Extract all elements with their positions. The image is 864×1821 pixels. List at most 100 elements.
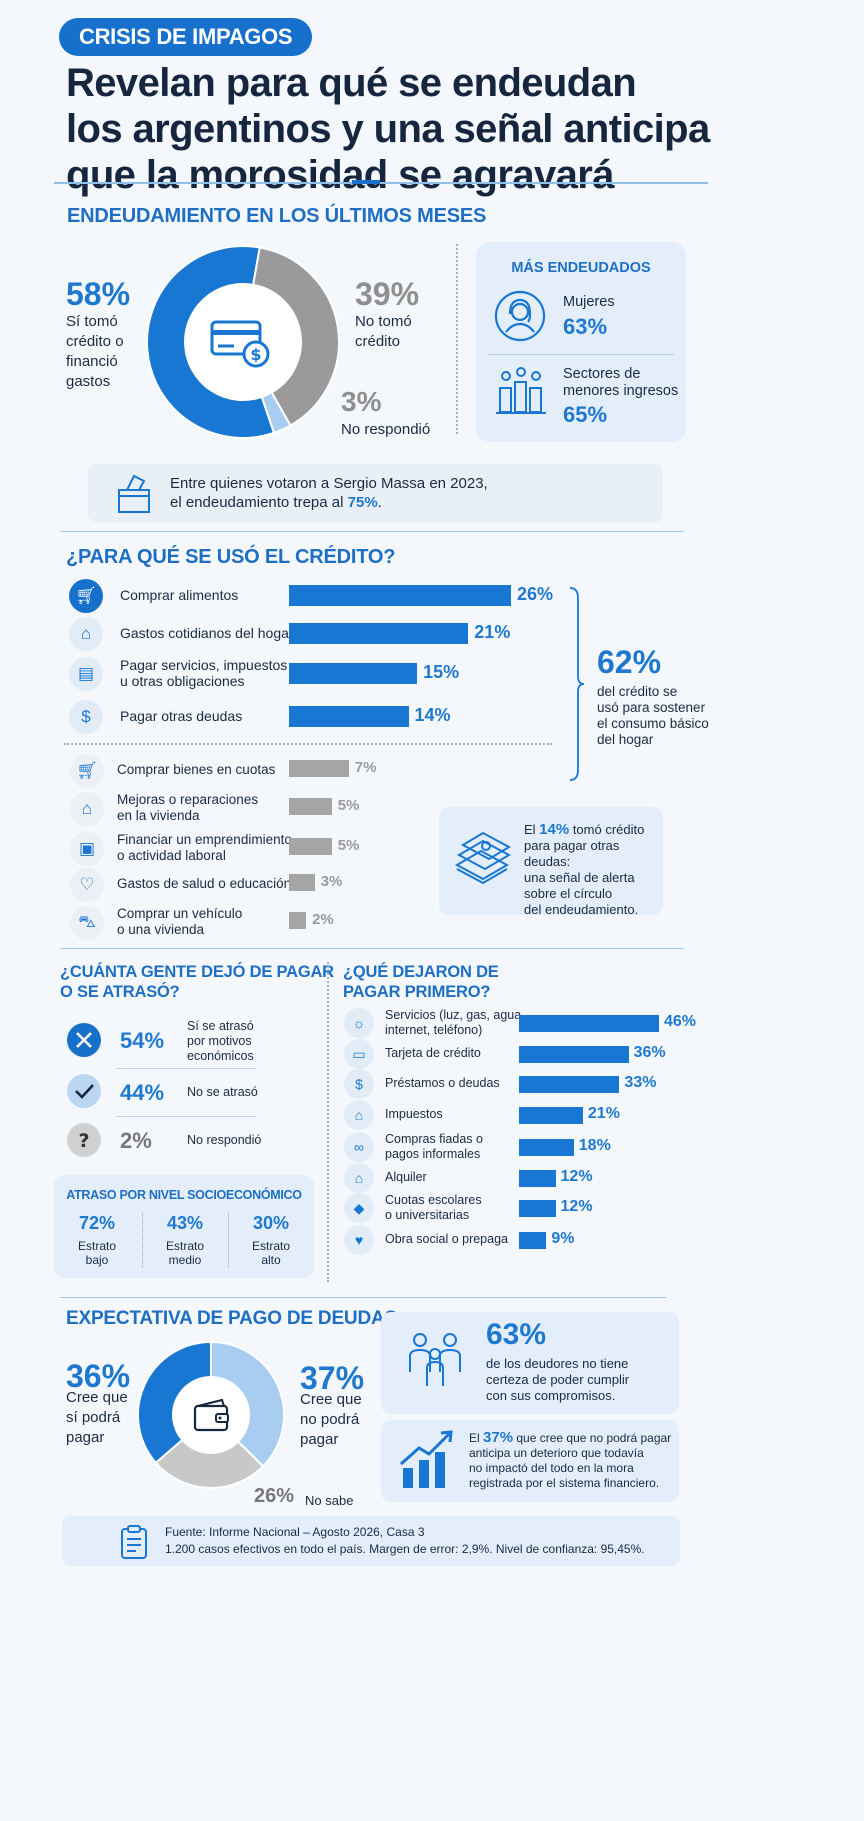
footer-source: Fuente: Informe Nacional – Agosto 2026, … [165,1525,425,1539]
nivel-alto-label: Estrato alto [251,1239,290,1267]
uso-credito-separator [64,743,552,745]
nivel-bajo-pct: 72% [78,1213,116,1233]
heart-hand-icon: ♡ [70,868,104,902]
bar [289,623,469,644]
endeudamiento-nr-label: No respondió [341,421,431,438]
alert-card: El 14% tomó crédito para pagar otras deu… [439,807,663,917]
house-icon: ⌂ [344,1163,374,1193]
expectativa-donut [137,1340,285,1489]
bar-value: 12% [560,1168,593,1185]
endeudamiento-nr-pct: 3% [341,386,382,417]
svg-text:?: ? [78,1130,89,1152]
bar-label: Gastos de salud o educación [117,876,292,891]
footer: Fuente: Informe Nacional – Agosto 2026, … [62,1516,680,1566]
svg-text:$: $ [250,345,261,364]
bar [289,912,307,929]
deudores-pct: 63% [486,1318,547,1351]
expectativa-ns-pct: 26% [254,1485,295,1507]
uso-credito-brace [569,587,585,781]
bar-value: 18% [578,1137,611,1154]
wallet-icon [192,1396,232,1439]
bar-label: Pagar servicios, impuestos u otras obliga… [120,657,288,689]
house-icon: ⌂ [70,792,104,826]
sectores-label: Sectores de menores ingresos [563,366,679,399]
mujeres-value: 63% [563,314,608,339]
bar-value: 5% [337,797,360,814]
nivel-medio-pct: 43% [166,1213,204,1233]
bar-value: 21% [587,1105,620,1122]
document-icon: ▤ [69,657,103,691]
expectativa-yes-pct: 36% [66,1358,131,1394]
mas-endeudados-card: MÁS ENDEUDADOS Mujeres 63% Sectores de m… [476,242,686,442]
uso-credito-title: ¿PARA QUÉ SE USÓ EL CRÉDITO? [66,546,396,568]
bar-value: 21% [474,622,511,642]
nivel-card: ATRASO POR NIVEL SOCIOECONÓMICO 72% Estr… [54,1175,314,1278]
bar [289,760,349,777]
bar [289,798,332,815]
lightbulb-icon: ☼ [344,1008,374,1038]
credit-card-icon: ▭ [344,1039,374,1069]
bar [519,1139,574,1156]
bar-value: 9% [551,1230,575,1247]
massa-line-1: Entre quienes votaron a Sergio Massa en … [170,475,488,492]
question-circle-icon: ? [66,1122,102,1163]
people-bars-icon [494,366,548,423]
title-line-2: los argentinos y una señal anticipa [66,107,710,151]
section-divider-3 [60,1297,666,1298]
bar-label: Préstamos o deudas [385,1076,500,1090]
bar-label: Impuestos [385,1107,443,1121]
health-icon: ♥ [344,1225,374,1255]
bar [289,585,511,606]
car-icon: ⛍ [70,906,104,940]
x-circle-icon [66,1022,102,1063]
bar-label: Tarjeta de crédito [385,1046,481,1060]
refresh-dollar-icon: $ [69,700,103,734]
bank-icon: ⌂ [344,1100,374,1130]
bar [519,1046,629,1063]
bar-label: Pagar otras deudas [120,708,243,724]
atraso-nr-pct: 2% [120,1128,152,1153]
bar [519,1200,556,1217]
deudores-card: 63% de los deudores no tiene certeza de p… [381,1312,679,1414]
bar-value: 7% [354,759,377,776]
briefcase-icon: ▣ [70,832,104,866]
dollar-circle-icon: $ [344,1069,374,1099]
nivel-divider [142,1213,143,1268]
expectativa-ns-label: No sabe [305,1493,354,1508]
bar-value: 2% [312,911,334,928]
bar-value: 12% [560,1198,593,1215]
expectativa-title: EXPECTATIVA DE PAGO DE DEUDAS [66,1308,397,1329]
donut-center [185,284,301,400]
credit-card-dollar-icon: $ [210,316,270,377]
mas-endeudados-title: MÁS ENDEUDADOS [511,260,651,276]
ballot-box-icon [116,472,154,519]
chart-up-icon [399,1428,459,1497]
nivel-alto-pct: 30% [252,1213,290,1233]
graduation-cap-icon: ◆ [344,1193,374,1223]
atraso-title: ¿CUÁNTA GENTE DEJÓ DE PAGAR O SE ATRASÓ? [60,963,334,1001]
bar [519,1076,620,1093]
title-divider [54,182,708,184]
endeudamiento-title: ENDEUDAMIENTO EN LOS ÚLTIMOS MESES [67,205,487,227]
bar [289,663,418,684]
deterioro-card: El 37% que cree que no podrá pagar antic… [381,1420,679,1502]
deterioro-text: El 37% que cree que no podrá pagar antic… [469,1429,672,1490]
title-divider-accent [352,180,380,184]
endeudamiento-donut [146,245,340,439]
expectativa-yes-label: Cree que sí podrá pagar [66,1389,128,1446]
bar-value: 36% [633,1044,666,1061]
cart-icon: 🛒︎ [70,754,104,788]
bar-value: 26% [517,584,554,604]
sectores-value: 65% [563,402,608,427]
section-tag: CRISIS DE IMPAGOS [59,18,313,56]
massa-line-2: el endeudamiento trepa al 75%. [170,494,382,511]
bar-label: Comprar alimentos [120,587,239,603]
bar-label: Servicios (luz, gas, agua, internet, telé… [385,1008,525,1037]
deudores-text: de los deudores no tiene certeza de poder… [486,1356,630,1403]
bar-value: 14% [414,705,451,725]
bar [519,1170,556,1187]
woman-icon [494,290,546,347]
mujeres-label: Mujeres [563,294,615,310]
section-divider [60,531,684,532]
bar-label: Alquiler [385,1170,427,1184]
